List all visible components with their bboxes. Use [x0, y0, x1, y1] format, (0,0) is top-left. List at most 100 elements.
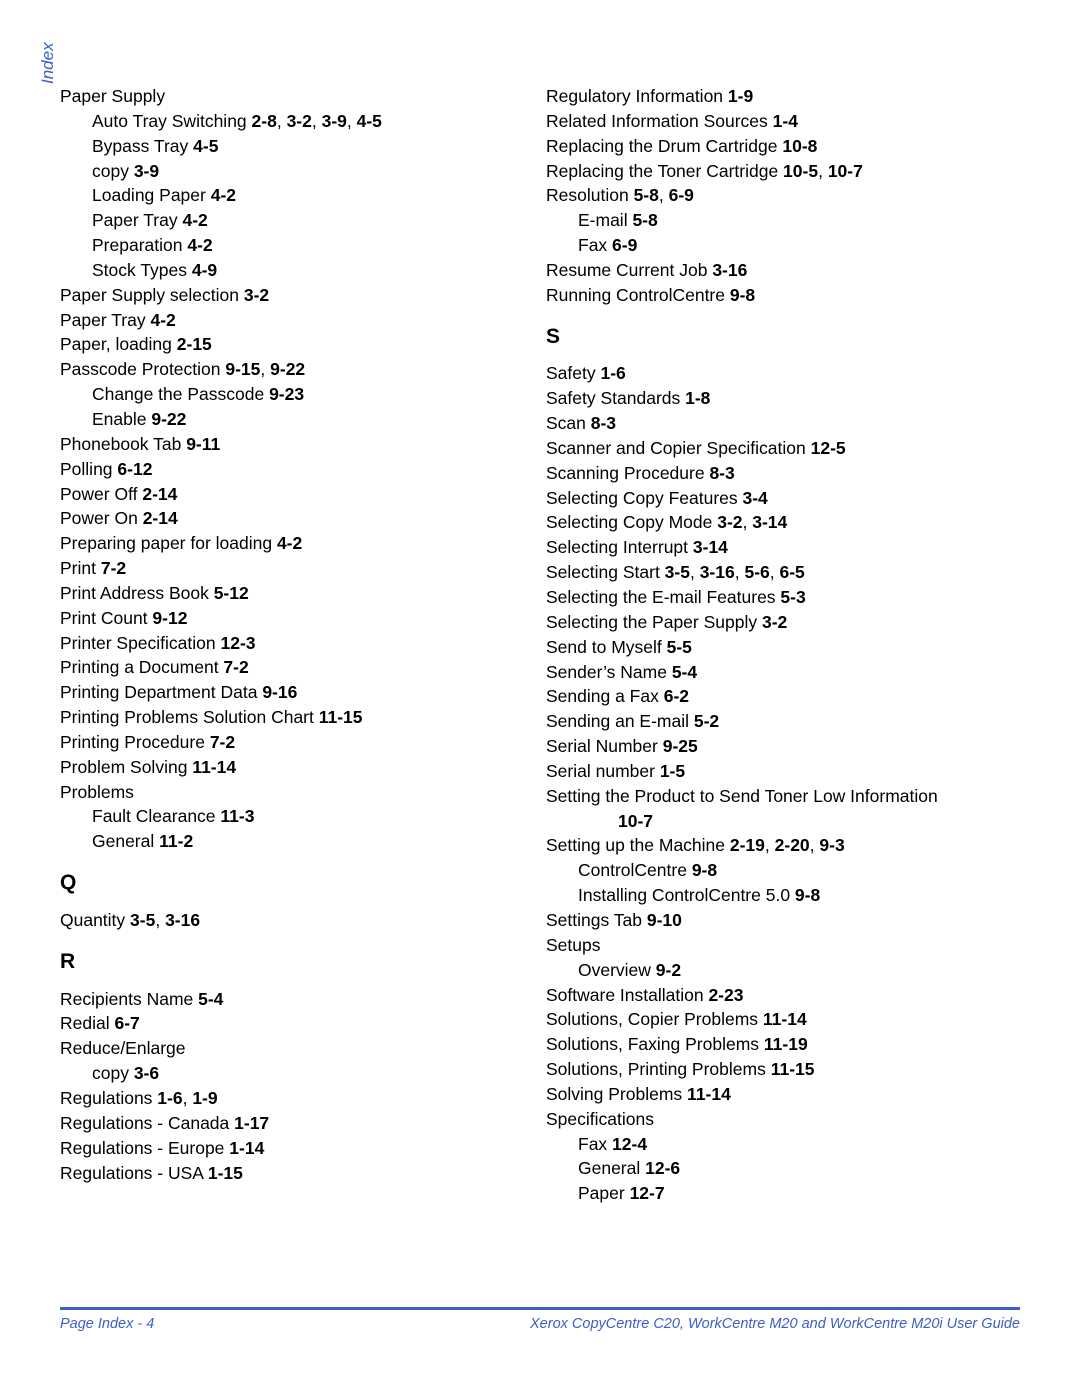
index-page-ref: 5-4 — [198, 989, 223, 1009]
index-entry: Solutions, Copier Problems 11-14 — [546, 1007, 1020, 1032]
footer-right: Xerox CopyCentre C20, WorkCentre M20 and… — [530, 1316, 1020, 1332]
index-entry: Preparing paper for loading 4-2 — [60, 531, 534, 556]
index-page-ref: 4-2 — [187, 235, 212, 255]
index-entry-text: Print — [60, 558, 101, 578]
index-entry: Safety Standards 1-8 — [546, 386, 1020, 411]
index-entry: Reduce/Enlarge — [60, 1036, 534, 1061]
index-page-ref: 12-6 — [645, 1158, 680, 1178]
index-entry-text: Solutions, Faxing Problems — [546, 1034, 764, 1054]
index-entry-text: Setting up the Machine — [546, 835, 730, 855]
index-entry: Running ControlCentre 9-8 — [546, 283, 1020, 308]
index-entry-text: General — [92, 831, 159, 851]
index-page-ref: 5-8 — [632, 210, 657, 230]
index-entry-text: Selecting Start — [546, 562, 665, 582]
index-entry: Enable 9-22 — [60, 407, 534, 432]
index-entry-text: Print Count — [60, 608, 152, 628]
index-page-ref: 3-16 — [165, 910, 200, 930]
index-page-ref: 9-25 — [663, 736, 698, 756]
index-page-ref: 9-16 — [262, 682, 297, 702]
index-page-ref: 3-14 — [693, 537, 728, 557]
index-page-ref: 3-6 — [134, 1063, 159, 1083]
index-page-ref: 3-4 — [743, 488, 768, 508]
index-entry: E-mail 5-8 — [546, 208, 1020, 233]
index-page-ref: 3-9 — [322, 111, 347, 131]
index-entry-text: Enable — [92, 409, 151, 429]
index-entry: Paper 12-7 — [546, 1181, 1020, 1206]
index-entry: Paper Supply selection 3-2 — [60, 283, 534, 308]
index-page-ref: 1-5 — [660, 761, 685, 781]
index-page-ref: 7-2 — [101, 558, 126, 578]
index-entry: Bypass Tray 4-5 — [60, 134, 534, 159]
index-page-ref: 3-2 — [762, 612, 787, 632]
index-entry: Printing Department Data 9-16 — [60, 680, 534, 705]
index-page-ref: 3-5 — [665, 562, 690, 582]
index-entry: Fax 12-4 — [546, 1132, 1020, 1157]
index-page-ref: 1-15 — [208, 1163, 243, 1183]
index-page-ref: 11-2 — [159, 831, 193, 851]
index-entry: Solutions, Printing Problems 11-15 — [546, 1057, 1020, 1082]
index-entry: Stock Types 4-9 — [60, 258, 534, 283]
index-page-ref: 9-3 — [819, 835, 844, 855]
index-entry-text: Safety Standards — [546, 388, 685, 408]
index-entry-text: Passcode Protection — [60, 359, 225, 379]
index-entry-text: copy — [92, 1063, 134, 1083]
index-entry-text: ControlCentre — [578, 860, 692, 880]
index-entry: Serial Number 9-25 — [546, 734, 1020, 759]
index-page-ref: 9-22 — [270, 359, 305, 379]
footer-row: Page Index - 4 Xerox CopyCentre C20, Wor… — [60, 1316, 1020, 1332]
index-entry-text: Printing a Document — [60, 657, 223, 677]
index-entry: 10-7 — [546, 809, 1020, 834]
index-entry-text: Reduce/Enlarge — [60, 1038, 186, 1058]
index-entry: copy 3-6 — [60, 1061, 534, 1086]
index-entry-text: Fault Clearance — [92, 806, 220, 826]
index-page-ref: 5-8 — [634, 185, 659, 205]
index-entry: Solutions, Faxing Problems 11-19 — [546, 1032, 1020, 1057]
index-page-ref: 3-16 — [712, 260, 747, 280]
index-entry: Setting up the Machine 2-19, 2-20, 9-3 — [546, 833, 1020, 858]
index-entry: Scan 8-3 — [546, 411, 1020, 436]
index-entry: Preparation 4-2 — [60, 233, 534, 258]
index-entry: Scanner and Copier Specification 12-5 — [546, 436, 1020, 461]
index-left-column: Paper SupplyAuto Tray Switching 2-8, 3-2… — [60, 84, 534, 1206]
index-page-ref: 7-2 — [223, 657, 248, 677]
index-entry: Paper Tray 4-2 — [60, 308, 534, 333]
index-entry: Power On 2-14 — [60, 506, 534, 531]
index-entry: Paper, loading 2-15 — [60, 332, 534, 357]
index-entry-text: Replacing the Drum Cartridge — [546, 136, 782, 156]
index-page-ref: 12-4 — [612, 1134, 647, 1154]
index-entry: Selecting Start 3-5, 3-16, 5-6, 6-5 — [546, 560, 1020, 585]
index-page-ref: 1-6 — [157, 1088, 182, 1108]
index-entry: Replacing the Drum Cartridge 10-8 — [546, 134, 1020, 159]
index-entry-text: Bypass Tray — [92, 136, 193, 156]
index-entry: Phonebook Tab 9-11 — [60, 432, 534, 457]
index-entry: Selecting the E-mail Features 5-3 — [546, 585, 1020, 610]
index-page-ref: 6-9 — [612, 235, 637, 255]
index-entry-text: Problems — [60, 782, 134, 802]
index-entry-text: Print Address Book — [60, 583, 214, 603]
index-entry: Paper Supply — [60, 84, 534, 109]
index-page-ref: 12-7 — [630, 1183, 665, 1203]
index-entry-text: Safety — [546, 363, 600, 383]
index-entry: Resolution 5-8, 6-9 — [546, 183, 1020, 208]
index-page-ref: 6-9 — [669, 185, 694, 205]
index-entry: General 11-2 — [60, 829, 534, 854]
index-page-ref: 2-15 — [177, 334, 212, 354]
index-entry-text: Fax — [578, 235, 612, 255]
index-entry-text: E-mail — [578, 210, 632, 230]
index-entry-text: Regulations - USA — [60, 1163, 208, 1183]
index-entry: Sending a Fax 6-2 — [546, 684, 1020, 709]
index-entry: Regulations - Canada 1-17 — [60, 1111, 534, 1136]
index-entry-text: Sender’s Name — [546, 662, 672, 682]
index-page-ref: 6-5 — [780, 562, 805, 582]
index-entry-text: Solutions, Printing Problems — [546, 1059, 771, 1079]
index-page-ref: 9-8 — [730, 285, 755, 305]
index-page-ref: 2-14 — [143, 508, 178, 528]
index-page-ref: 6-2 — [664, 686, 689, 706]
side-index-label: Index — [38, 42, 58, 84]
index-entry-text: Selecting the Paper Supply — [546, 612, 762, 632]
index-page-ref: 3-14 — [752, 512, 787, 532]
index-entry: Printing Procedure 7-2 — [60, 730, 534, 755]
index-entry: Fault Clearance 11-3 — [60, 804, 534, 829]
index-entry-text: Solving Problems — [546, 1084, 687, 1104]
index-entry-text: copy — [92, 161, 134, 181]
